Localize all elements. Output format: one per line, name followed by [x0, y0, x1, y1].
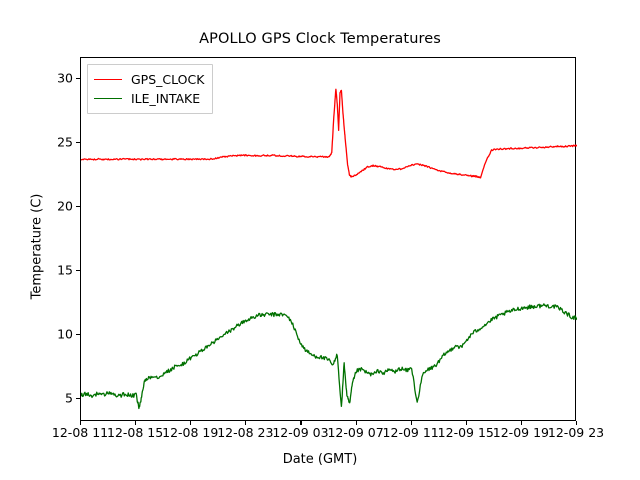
x-tick-mark — [465, 421, 467, 425]
y-tick-label: 25 — [57, 134, 73, 150]
x-tick-label: 12-09 03 — [272, 425, 329, 440]
y-tick-mark — [76, 333, 80, 335]
y-tick-label: 15 — [57, 262, 73, 278]
x-tick-mark — [355, 421, 357, 425]
legend-label-ile-intake: ILE_INTAKE — [131, 91, 201, 106]
series-line-ile-intake — [81, 303, 577, 410]
x-tick-label: 12-08 15 — [107, 425, 164, 440]
y-tick-mark — [76, 77, 80, 79]
x-tick-mark — [576, 421, 578, 425]
y-tick-mark — [76, 397, 80, 400]
x-tick-label: 12-09 15 — [437, 425, 494, 440]
y-tick-label: 20 — [57, 198, 73, 214]
y-tick-mark — [76, 141, 80, 143]
series-line-gps-clock — [81, 88, 577, 179]
plot-area — [80, 57, 577, 421]
x-tick-label: 12-08 19 — [162, 425, 219, 440]
plot-lines — [81, 88, 577, 410]
legend-item-ile-intake: ILE_INTAKE — [94, 89, 204, 108]
x-tick-mark — [190, 421, 192, 425]
x-tick-mark — [245, 421, 247, 425]
x-axis-label: Date (GMT) — [282, 452, 358, 467]
legend-swatch-ile-intake — [94, 98, 122, 99]
x-tick-label: 12-09 07 — [327, 425, 384, 440]
x-tick-label: 12-09 11 — [382, 425, 439, 440]
legend-item-gps-clock: GPS_CLOCK — [94, 70, 204, 89]
x-tick-label: 12-09 19 — [492, 425, 549, 440]
x-tick-mark — [520, 421, 522, 425]
y-tick-label: 30 — [57, 70, 73, 85]
x-tick-label: 12-09 23 — [547, 425, 605, 440]
x-tick-mark — [300, 421, 302, 425]
y-tick-label: 10 — [57, 326, 73, 342]
chart-title: APOLLO GPS Clock Temperatures — [199, 31, 441, 47]
x-tick-mark — [80, 421, 82, 425]
y-tick-mark — [76, 205, 80, 207]
x-tick-label: 12-08 11 — [51, 425, 109, 440]
legend-label-gps-clock: GPS_CLOCK — [131, 72, 205, 87]
legend-swatch-gps-clock — [94, 79, 122, 80]
chart-legend: GPS_CLOCK ILE_INTAKE — [87, 64, 214, 114]
x-axis-tick-labels: 12-08 11 12-08 15 12-08 19 12-08 23 12-09 03… — [0, 425, 640, 445]
y-tick-label: 5 — [65, 390, 73, 406]
y-axis-tick-labels: 5 10 15 20 25 30 — [29, 57, 73, 421]
y-tick-mark — [76, 269, 80, 271]
x-tick-label: 12-08 23 — [217, 425, 274, 440]
x-tick-mark — [410, 421, 412, 425]
x-tick-mark — [135, 421, 137, 425]
